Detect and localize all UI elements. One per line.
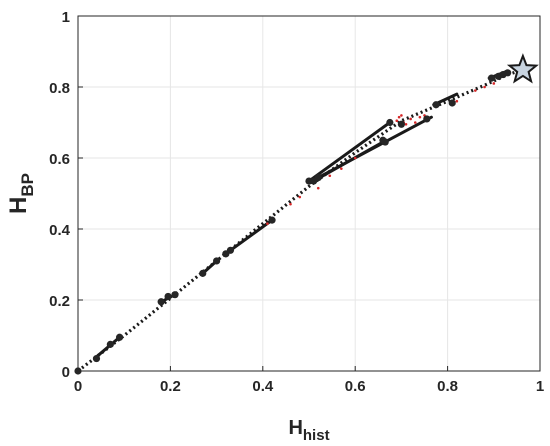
solid-segment-3 (228, 218, 274, 252)
red-point (413, 121, 417, 124)
red-point (400, 114, 403, 117)
red-point (353, 156, 357, 160)
red-point (455, 99, 459, 103)
data-point (74, 367, 82, 375)
grid (77, 15, 541, 372)
y-tick-label: 0.6 (49, 151, 70, 168)
solid-segment-4 (307, 121, 392, 183)
star-marker-group (506, 53, 539, 84)
red-point (483, 85, 486, 89)
red-point (418, 115, 422, 119)
data-point (226, 246, 235, 254)
red-point (289, 202, 292, 206)
data-point (106, 340, 114, 348)
data-point (92, 354, 101, 363)
red-point (409, 117, 412, 121)
data-point (268, 216, 276, 224)
red-point (492, 82, 496, 85)
y-tick-label: 0 (62, 364, 70, 381)
red-points-series (201, 75, 505, 273)
star-marker (506, 53, 539, 84)
y-tick-label: 0.4 (49, 222, 71, 239)
data-point (386, 118, 394, 127)
solid-segments-series (94, 69, 510, 359)
black-points-series (74, 69, 512, 375)
red-point (298, 195, 302, 199)
data-point (199, 269, 207, 277)
data-point (432, 101, 440, 109)
data-point (213, 257, 221, 265)
x-tick-label: 0.6 (345, 378, 366, 395)
x-axis-label-main: H (288, 417, 302, 439)
y-axis-ticks: 0 0.2 0.4 0.6 0.8 1 (49, 9, 83, 381)
x-tick-label: 0.8 (437, 378, 458, 395)
red-point (316, 186, 320, 190)
x-axis-label-sub: hist (303, 427, 330, 444)
x-axis-label: Hhist (288, 417, 329, 444)
data-point (423, 115, 431, 123)
red-point (397, 115, 401, 119)
y-tick-label: 0.8 (49, 80, 70, 97)
x-tick-label: 0.4 (252, 378, 274, 395)
data-point (504, 69, 512, 77)
y-axis-label-main: H (5, 197, 32, 214)
x-tick-label: 1 (536, 378, 544, 395)
x-axis-ticks: 0 0.2 0.4 0.6 0.8 1 (74, 366, 544, 395)
x-tick-label: 0 (74, 378, 82, 395)
y-tick-label: 0.2 (49, 293, 70, 310)
y-tick-label: 1 (62, 9, 70, 26)
data-point (487, 74, 496, 82)
red-point (328, 174, 332, 178)
data-point (157, 298, 165, 306)
red-point (340, 167, 343, 170)
data-point (164, 292, 172, 301)
dotted-path-line (77, 68, 524, 373)
data-point (397, 120, 405, 128)
y-axis-label: HBP (5, 173, 37, 214)
data-point (171, 291, 179, 299)
red-point (404, 122, 408, 126)
data-point (448, 99, 456, 107)
data-point (115, 333, 124, 341)
data-point (381, 138, 389, 146)
y-axis-label-sub: BP (18, 173, 37, 197)
dotted-path-series (77, 68, 524, 373)
plot-frame (77, 15, 541, 372)
x-tick-label: 0.2 (160, 378, 181, 395)
red-point (266, 222, 269, 225)
solid-segment-6 (312, 140, 385, 183)
red-point (474, 89, 477, 92)
red-point (395, 119, 399, 123)
data-point (314, 173, 322, 182)
